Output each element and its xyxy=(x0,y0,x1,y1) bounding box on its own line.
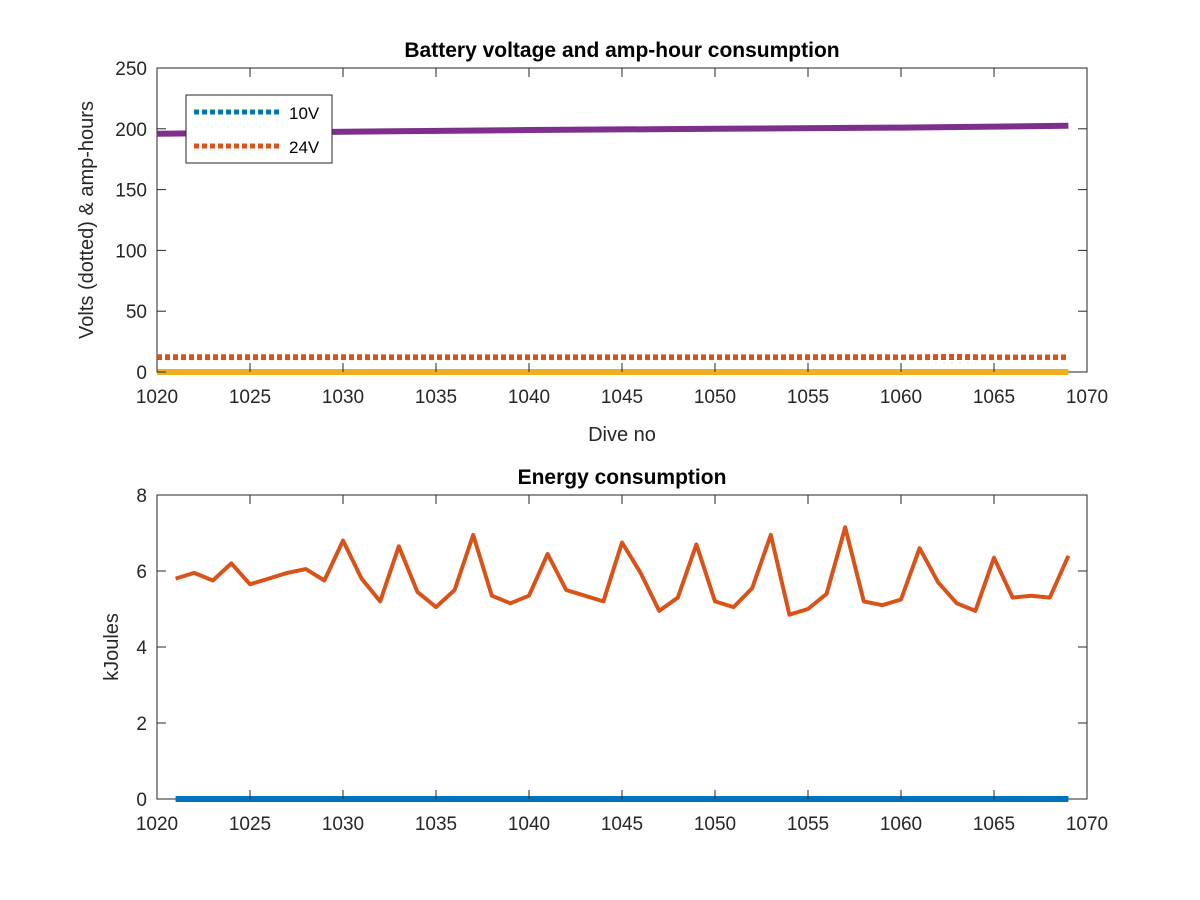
x-tick-label: 1060 xyxy=(880,387,922,408)
legend-label-10v: 10V xyxy=(289,104,320,123)
x-tick-label: 1020 xyxy=(136,814,178,835)
chart-title-battery: Battery voltage and amp-hour consumption xyxy=(404,39,839,62)
x-tick-label: 1040 xyxy=(508,814,550,835)
y-tick-label: 250 xyxy=(115,59,147,80)
x-tick-label: 1030 xyxy=(322,387,364,408)
y-tick-label: 100 xyxy=(115,241,147,262)
y-tick-label: 0 xyxy=(136,790,147,811)
x-tick-label: 1050 xyxy=(694,387,736,408)
x-axis-label-battery: Dive no xyxy=(588,424,656,446)
x-tick-label: 1035 xyxy=(415,387,457,408)
x-tick-label: 1070 xyxy=(1066,387,1108,408)
y-tick-label: 0 xyxy=(136,363,147,384)
x-tick-label: 1065 xyxy=(973,814,1015,835)
x-tick-label: 1035 xyxy=(415,814,457,835)
x-tick-label: 1050 xyxy=(694,814,736,835)
axes-battery: 1020 1025 1030 1035 1040 1045 1050 1055 1060 1065… xyxy=(76,39,1108,446)
x-tick-label: 1025 xyxy=(229,814,271,835)
x-tick-label: 1060 xyxy=(880,814,922,835)
y-tick-label: 4 xyxy=(136,638,147,659)
axes-battery-ticks: 1020 1025 1030 1035 1040 1045 1050 1055 1060 1065… xyxy=(115,59,1108,408)
series-line-energy-1 xyxy=(175,525,1071,617)
axes-energy-ticks: 1020 1025 1030 1035 1040 1045 1050 1055 1060 1065… xyxy=(136,486,1108,835)
x-tick-label: 1070 xyxy=(1066,814,1108,835)
y-tick-label: 150 xyxy=(115,181,147,202)
chart-title-energy: Energy consumption xyxy=(518,466,727,489)
x-tick-label: 1045 xyxy=(601,814,643,835)
y-axis-label-battery: Volts (dotted) & amp-hours xyxy=(76,101,98,339)
legend: 10V 24V xyxy=(185,94,333,164)
y-tick-label: 200 xyxy=(115,120,147,141)
y-axis-label-energy: kJoules xyxy=(101,613,123,681)
x-tick-label: 1055 xyxy=(787,814,829,835)
x-tick-label: 1045 xyxy=(601,387,643,408)
y-tick-label: 6 xyxy=(136,562,147,583)
x-tick-label: 1065 xyxy=(973,387,1015,408)
y-tick-label: 8 xyxy=(136,486,147,507)
y-tick-label: 2 xyxy=(136,714,147,735)
x-tick-label: 1030 xyxy=(322,814,364,835)
legend-label-24v: 24V xyxy=(289,138,320,157)
x-tick-label: 1055 xyxy=(787,387,829,408)
x-tick-label: 1020 xyxy=(136,387,178,408)
x-tick-label: 1040 xyxy=(508,387,550,408)
x-tick-label: 1025 xyxy=(229,387,271,408)
axes-energy: 1020 1025 1030 1035 1040 1045 1050 1055 1060 1065… xyxy=(101,466,1108,835)
y-tick-label: 50 xyxy=(126,302,147,323)
legend-box xyxy=(185,94,333,164)
